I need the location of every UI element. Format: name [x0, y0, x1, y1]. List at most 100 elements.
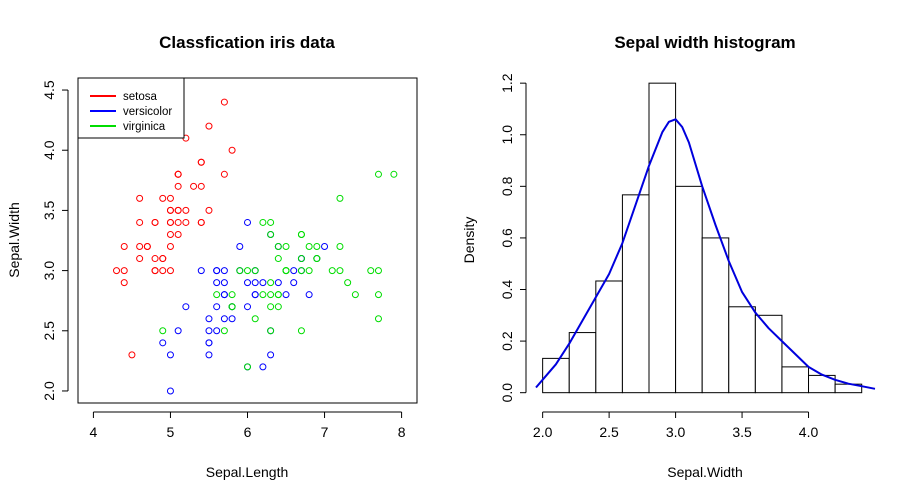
histogram-bar	[781, 366, 810, 394]
scatter-point-versicolor	[259, 363, 267, 371]
scatter-point-setosa	[174, 182, 182, 190]
scatter-point-virginica	[220, 327, 228, 335]
histogram-bar	[621, 194, 650, 394]
histogram-bar	[568, 332, 597, 394]
x-tick-label: 4	[90, 424, 98, 440]
scatter-point-virginica	[313, 243, 321, 251]
scatter-point-setosa	[174, 218, 182, 226]
histogram-panel: Sepal width histogram 2.0 2.5 3.0 3.5 4.0 0.…	[461, 33, 876, 480]
scatter-point-setosa	[166, 206, 174, 214]
scatter-point-setosa	[197, 218, 205, 226]
scatter-point-setosa	[151, 255, 159, 263]
scatter-point-virginica	[267, 218, 275, 226]
x-tick-label: 4.0	[799, 424, 819, 440]
x-tick-label: 2.5	[599, 424, 619, 440]
scatter-point-virginica	[367, 267, 375, 275]
scatter-point-versicolor	[182, 303, 190, 311]
histogram-x-label: Sepal.Width	[667, 464, 742, 480]
scatter-point-versicolor	[205, 351, 213, 359]
scatter-point-virginica	[297, 267, 305, 275]
scatter-point-virginica	[228, 291, 236, 299]
scatter-point-versicolor	[213, 327, 221, 335]
scatter-point-setosa	[151, 267, 159, 275]
scatter-point-setosa	[166, 230, 174, 238]
histogram-bars	[542, 82, 863, 394]
scatter-point-setosa	[190, 182, 198, 190]
scatter-point-virginica	[374, 170, 382, 178]
scatter-point-setosa	[159, 255, 167, 263]
scatter-point-setosa	[174, 206, 182, 214]
scatter-y-label: Sepal.Width	[6, 202, 22, 277]
scatter-point-setosa	[197, 158, 205, 166]
scatter-point-virginica	[282, 267, 290, 275]
scatter-point-virginica	[313, 255, 321, 263]
scatter-point-virginica	[336, 243, 344, 251]
scatter-point-setosa	[120, 279, 128, 287]
scatter-point-versicolor	[213, 279, 221, 287]
scatter-point-setosa	[197, 182, 205, 190]
legend-box	[77, 77, 185, 139]
y-tick-label: 0.4	[499, 280, 515, 300]
scatter-point-setosa	[205, 206, 213, 214]
scatter-point-virginica	[251, 315, 259, 323]
scatter-legend: setosa versicolor virginica	[77, 77, 185, 139]
scatter-point-virginica	[374, 267, 382, 275]
scatter-point-virginica	[259, 291, 267, 299]
scatter-point-versicolor	[290, 279, 298, 287]
scatter-point-virginica	[305, 243, 313, 251]
scatter-point-virginica	[267, 303, 275, 311]
scatter-panel: Classfication iris data 4 5 6 7 8 2.0 2.5 3.0 3…	[6, 33, 418, 480]
scatter-point-versicolor	[274, 279, 282, 287]
y-tick-label: 4.0	[41, 140, 57, 160]
scatter-point-versicolor	[259, 279, 267, 287]
scatter-point-setosa	[174, 170, 182, 178]
scatter-point-virginica	[251, 267, 259, 275]
scatter-point-virginica	[336, 194, 344, 202]
scatter-point-virginica	[213, 291, 221, 299]
histogram-x-axis: 2.0 2.5 3.0 3.5 4.0	[533, 411, 819, 440]
scatter-point-setosa	[220, 98, 228, 106]
scatter-plot-box	[77, 77, 418, 404]
scatter-point-versicolor	[205, 339, 213, 347]
scatter-point-virginica	[267, 327, 275, 335]
scatter-point-setosa	[120, 267, 128, 275]
y-tick-label: 0.0	[499, 383, 515, 403]
x-tick-label: 3.0	[666, 424, 686, 440]
scatter-point-setosa	[166, 218, 174, 226]
y-tick-label: 3.0	[41, 261, 57, 281]
scatter-point-versicolor	[251, 291, 259, 299]
scatter-point-setosa	[182, 218, 190, 226]
x-tick-label: 8	[398, 424, 406, 440]
scatter-point-versicolor	[205, 315, 213, 323]
scatter-point-versicolor	[305, 291, 313, 299]
scatter-point-virginica	[259, 218, 267, 226]
scatter-point-setosa	[136, 243, 144, 251]
scatter-point-versicolor	[174, 327, 182, 335]
y-tick-label: 3.5	[41, 200, 57, 220]
histogram-bar	[728, 306, 756, 394]
x-tick-label: 6	[244, 424, 252, 440]
scatter-point-virginica	[267, 279, 275, 287]
scatter-point-setosa	[205, 122, 213, 130]
histogram-y-axis: 0.0 0.2 0.4 0.6 0.8 1.0 1.2	[499, 73, 527, 403]
scatter-point-virginica	[297, 230, 305, 238]
y-tick-label: 0.8	[499, 176, 515, 196]
scatter-point-versicolor	[205, 327, 213, 335]
scatter-point-virginica	[297, 327, 305, 335]
y-tick-label: 2.0	[41, 381, 57, 401]
y-tick-label: 0.2	[499, 331, 515, 351]
scatter-point-virginica	[267, 291, 275, 299]
histogram-bar	[701, 237, 730, 394]
scatter-point-virginica	[244, 363, 251, 371]
y-tick-label: 4.5	[41, 80, 57, 100]
legend-label-versicolor: versicolor	[123, 106, 172, 118]
histogram-bar	[675, 185, 703, 394]
scatter-point-versicolor	[220, 267, 228, 275]
scatter-point-versicolor	[220, 291, 228, 299]
scatter-point-setosa	[166, 267, 174, 275]
scatter-point-versicolor	[166, 351, 174, 359]
scatter-point-versicolor	[321, 243, 329, 251]
scatter-point-setosa	[136, 255, 144, 263]
scatter-point-setosa	[182, 206, 190, 214]
scatter-point-virginica	[374, 315, 382, 323]
